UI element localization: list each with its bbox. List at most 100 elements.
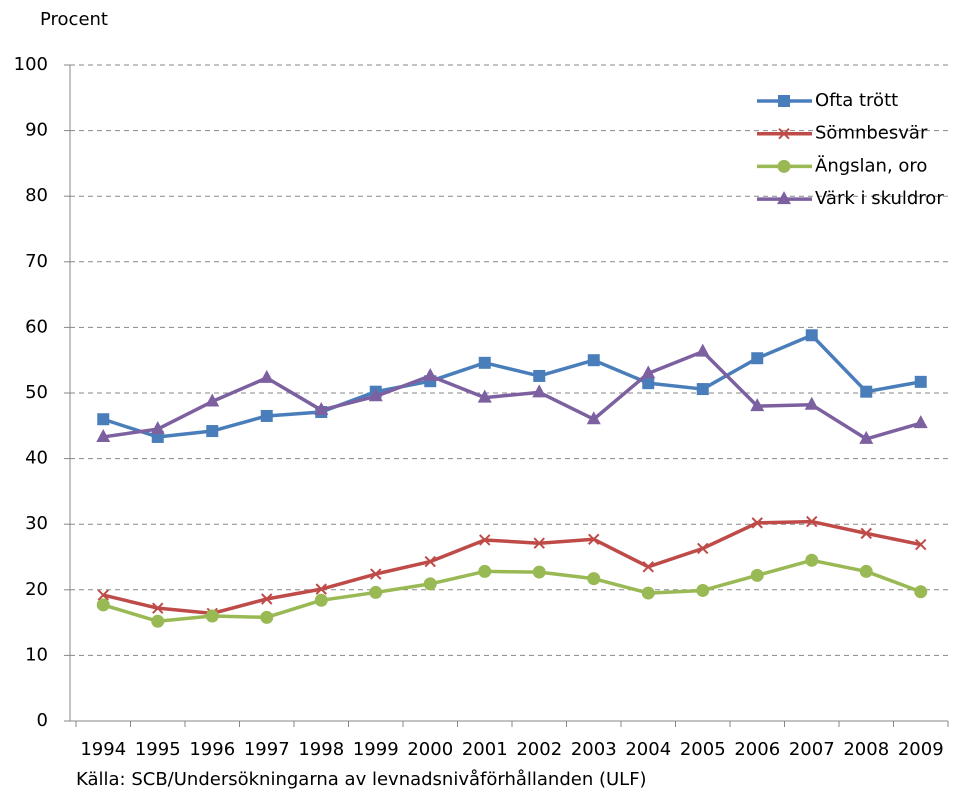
data-point (750, 568, 764, 582)
data-point (859, 564, 873, 578)
y-tick-label: 40 (25, 448, 48, 469)
x-tick-label: 2002 (516, 739, 562, 760)
data-point (368, 388, 383, 402)
data-point (696, 583, 710, 597)
data-point (860, 527, 872, 540)
data-point (642, 377, 655, 390)
data-point (588, 533, 600, 545)
data-point (315, 583, 327, 595)
data-point (641, 365, 656, 379)
x-tick-label: 2001 (462, 739, 508, 760)
data-point (423, 577, 437, 591)
data-point (478, 564, 492, 578)
x-tick-label: 2004 (625, 739, 671, 760)
data-point (641, 586, 655, 600)
data-point (533, 369, 546, 382)
data-point (914, 375, 927, 388)
data-point (478, 356, 491, 369)
data-point (859, 430, 874, 444)
data-point (587, 354, 600, 367)
data-point (695, 343, 710, 357)
data-point (152, 602, 164, 614)
legend-marker (777, 191, 791, 205)
data-point (642, 561, 654, 573)
y-axis-label: Procent (40, 9, 108, 30)
data-point (150, 421, 165, 435)
y-tick-label: 30 (25, 513, 48, 534)
data-point (96, 598, 110, 612)
series-line (102, 558, 922, 624)
data-point (533, 537, 545, 549)
source-note: Källa: SCB/Undersökningarna av levnadsni… (76, 769, 647, 790)
x-tick-label: 2000 (407, 739, 453, 760)
data-point (260, 610, 274, 624)
y-tick-label: 50 (25, 382, 48, 403)
data-point (751, 352, 764, 365)
legend-marker (778, 95, 790, 107)
data-point (914, 585, 928, 599)
y-tick-label: 0 (37, 710, 48, 731)
data-point (423, 367, 438, 381)
y-tick-label: 60 (25, 316, 48, 337)
series-line (102, 333, 922, 439)
data-point (205, 393, 220, 407)
legend-label: Värk i skuldror (815, 188, 944, 209)
data-point (479, 534, 491, 546)
data-point (696, 383, 709, 396)
x-tick-label: 1997 (244, 739, 290, 760)
y-tick-label: 80 (25, 185, 48, 206)
data-point (206, 425, 219, 438)
data-point (751, 517, 763, 529)
x-tick-label: 2007 (789, 739, 835, 760)
x-tick-label: 2008 (843, 739, 889, 760)
data-point (259, 369, 274, 383)
y-tick-label: 10 (25, 644, 48, 665)
data-point (97, 413, 110, 426)
data-point (532, 384, 547, 398)
series-line (102, 349, 922, 441)
y-tick-label: 20 (25, 579, 48, 600)
x-tick-label: 2005 (680, 739, 726, 760)
data-point (804, 396, 819, 410)
data-point (805, 329, 818, 342)
y-tick-label: 70 (25, 251, 48, 272)
y-tick-label: 90 (25, 120, 48, 141)
x-tick-label: 2003 (571, 739, 617, 760)
data-point (314, 402, 329, 416)
y-tick-label: 100 (14, 54, 48, 75)
x-tick-label: 1995 (135, 739, 181, 760)
data-point (915, 538, 927, 551)
data-point (532, 565, 546, 579)
data-point (260, 409, 273, 422)
legend-label: Sömnbesvär (815, 123, 928, 144)
data-point (314, 593, 328, 607)
legend-label: Ofta trött (815, 90, 898, 111)
legend-label: Ängslan, oro (815, 155, 927, 176)
data-point (424, 555, 436, 568)
data-point (860, 385, 873, 398)
data-point (806, 515, 818, 528)
legend-marker (777, 159, 791, 173)
data-point (913, 415, 928, 429)
data-point (370, 568, 382, 580)
x-tick-label: 1996 (189, 739, 235, 760)
data-point (97, 589, 109, 601)
data-point (261, 593, 273, 605)
series-line (102, 519, 922, 616)
data-point (205, 609, 219, 623)
x-tick-label: 1994 (80, 739, 126, 760)
data-point (477, 389, 492, 403)
data-point (697, 542, 709, 555)
x-tick-label: 1999 (353, 739, 399, 760)
data-point (587, 572, 601, 586)
legend-marker (778, 127, 790, 140)
data-point (805, 553, 819, 567)
data-point (151, 614, 165, 628)
data-point (96, 428, 111, 442)
data-point (369, 585, 383, 599)
data-point (586, 411, 601, 425)
x-tick-label: 1998 (298, 739, 344, 760)
x-tick-label: 2009 (898, 739, 944, 760)
data-point (750, 398, 765, 412)
